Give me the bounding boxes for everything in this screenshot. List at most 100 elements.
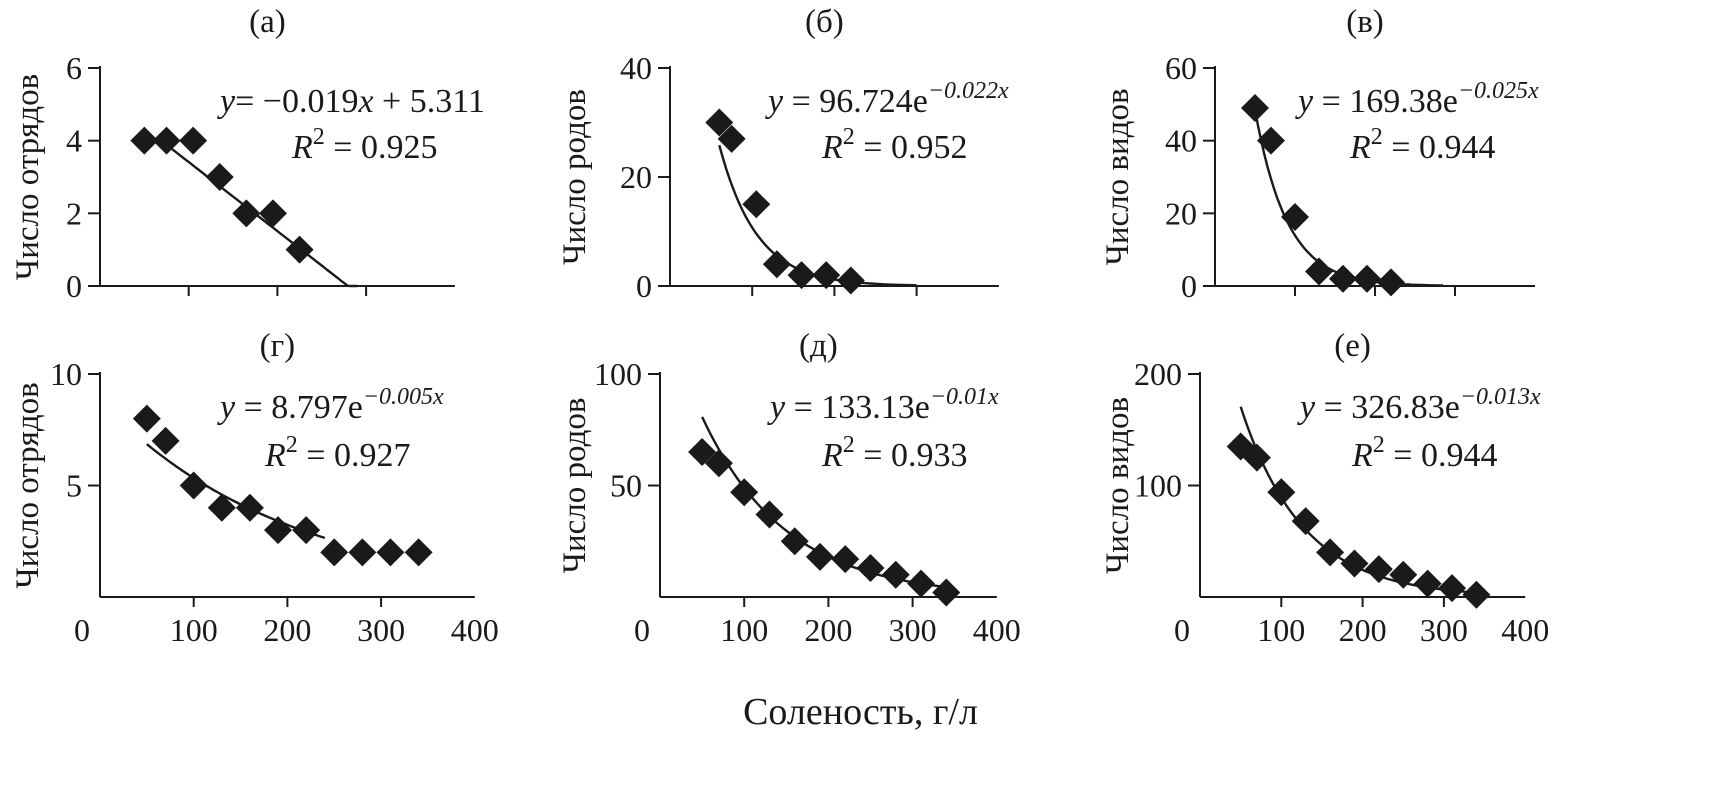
data-point <box>780 527 809 556</box>
trend-equation: y= −0.019x + 5.311 <box>217 83 485 120</box>
x-tick-label: 0 <box>1174 612 1190 648</box>
data-point <box>130 126 159 155</box>
data-point <box>320 538 349 567</box>
data-point <box>179 471 208 500</box>
r2-lhs: R <box>821 437 843 474</box>
trend-equation: y = 326.83e−0.013x <box>1297 384 1541 426</box>
y-axis-label: Число отрядов <box>10 74 46 280</box>
data-point <box>1267 478 1296 507</box>
chart-panel-3: 0 20 40 60 (в) Число видов y = 169.38e−0.025x R… <box>1100 4 1539 304</box>
data-point <box>285 235 314 264</box>
data-point <box>907 569 936 598</box>
data-point <box>258 199 287 228</box>
equation-lhs: y <box>765 83 784 120</box>
y-axis-label: Число видов <box>1100 397 1136 574</box>
y-axis-label: Число видов <box>1100 88 1136 265</box>
data-point <box>1340 549 1369 578</box>
r-squared: R2 = 0.944 <box>1349 124 1495 166</box>
x-tick-label: 400 <box>451 612 499 648</box>
r2-sup: 2 <box>313 124 325 150</box>
x-tick-label: 200 <box>1339 612 1387 648</box>
data-point <box>264 516 293 545</box>
r2-lhs: R <box>1349 129 1371 166</box>
data-point <box>376 538 405 567</box>
y-tick-label: 200 <box>1134 356 1182 392</box>
x-tick-label: 100 <box>720 612 768 648</box>
data-point <box>348 538 377 567</box>
y-tick-label: 60 <box>1165 50 1197 86</box>
r2-lhs: R <box>1351 437 1373 474</box>
y-tick-label: 40 <box>1165 123 1197 159</box>
y-axis-label: Число родов <box>557 89 593 265</box>
r2-sup: 2 <box>1373 432 1385 458</box>
equation-exponent: −0.025x <box>1458 78 1539 104</box>
data-point <box>1257 126 1285 155</box>
equation-rest: + 5.311 <box>374 83 485 120</box>
r2-value: = 0.944 <box>1385 437 1498 474</box>
data-point <box>805 542 834 571</box>
data-point <box>881 560 910 589</box>
data-point <box>1241 93 1269 122</box>
data-point <box>1413 569 1442 598</box>
y-tick-label: 20 <box>1165 195 1197 231</box>
y-axis-label: Число отрядов <box>10 382 46 588</box>
equation-exponent: −0.01x <box>930 384 999 410</box>
data-point <box>132 404 161 433</box>
data-point <box>205 163 234 191</box>
y-tick-label: 50 <box>610 468 642 504</box>
x-tick-label: 100 <box>1257 612 1305 648</box>
x-axis-label: Соленость, г/л <box>743 691 978 733</box>
x-tick-label: 200 <box>804 612 852 648</box>
r2-lhs: R <box>821 129 843 166</box>
panel-letter: (в) <box>1346 4 1384 40</box>
data-point <box>292 516 321 545</box>
equation-rhs: = −0.019 <box>235 83 358 120</box>
x-tick-label: 200 <box>263 612 311 648</box>
r-squared: R2 = 0.944 <box>1351 432 1497 474</box>
data-point <box>932 578 961 607</box>
data-point <box>152 126 181 155</box>
y-tick-label: 0 <box>636 268 652 304</box>
trend-equation: y = 8.797e−0.005x <box>217 384 444 426</box>
r2-value: = 0.944 <box>1383 129 1496 166</box>
data-point <box>787 261 816 290</box>
data-point <box>831 545 860 574</box>
panel-letter: (б) <box>805 4 844 40</box>
x-tick-label: 0 <box>74 612 90 648</box>
equation-lhs: y <box>767 389 786 426</box>
data-point <box>704 449 733 478</box>
trend-equation: y = 96.724e−0.022x <box>765 78 1009 120</box>
r2-lhs: R <box>291 129 313 166</box>
r-squared: R2 = 0.933 <box>821 432 967 474</box>
equation-rhs: = 133.13e <box>785 389 930 426</box>
data-point <box>1364 555 1393 584</box>
r2-sup: 2 <box>843 124 855 150</box>
data-point <box>762 250 791 279</box>
data-point <box>836 266 865 295</box>
r2-value: = 0.925 <box>325 129 438 166</box>
data-point <box>179 126 208 155</box>
data-point <box>1377 268 1405 297</box>
r-squared: R2 = 0.952 <box>821 124 967 166</box>
data-point <box>232 199 261 228</box>
data-point <box>207 493 236 522</box>
r2-sup: 2 <box>1371 124 1383 150</box>
x-tick-label: 0 <box>634 612 650 648</box>
x-tick-label: 300 <box>889 612 937 648</box>
panel-letter: (а) <box>249 4 286 40</box>
r2-sup: 2 <box>843 432 855 458</box>
equation-exponent: −0.013x <box>1460 384 1541 410</box>
y-tick-label: 2 <box>66 195 82 231</box>
equation-lhs: y <box>1295 83 1314 120</box>
y-tick-label: 0 <box>1181 268 1197 304</box>
y-tick-label: 10 <box>50 356 82 392</box>
r2-lhs: R <box>264 437 286 474</box>
y-tick-label: 20 <box>620 159 652 195</box>
r2-value: = 0.933 <box>855 437 968 474</box>
equation-lhs: y <box>1297 389 1316 426</box>
data-point <box>705 108 734 137</box>
equation-rhs: = 169.38e <box>1313 83 1458 120</box>
